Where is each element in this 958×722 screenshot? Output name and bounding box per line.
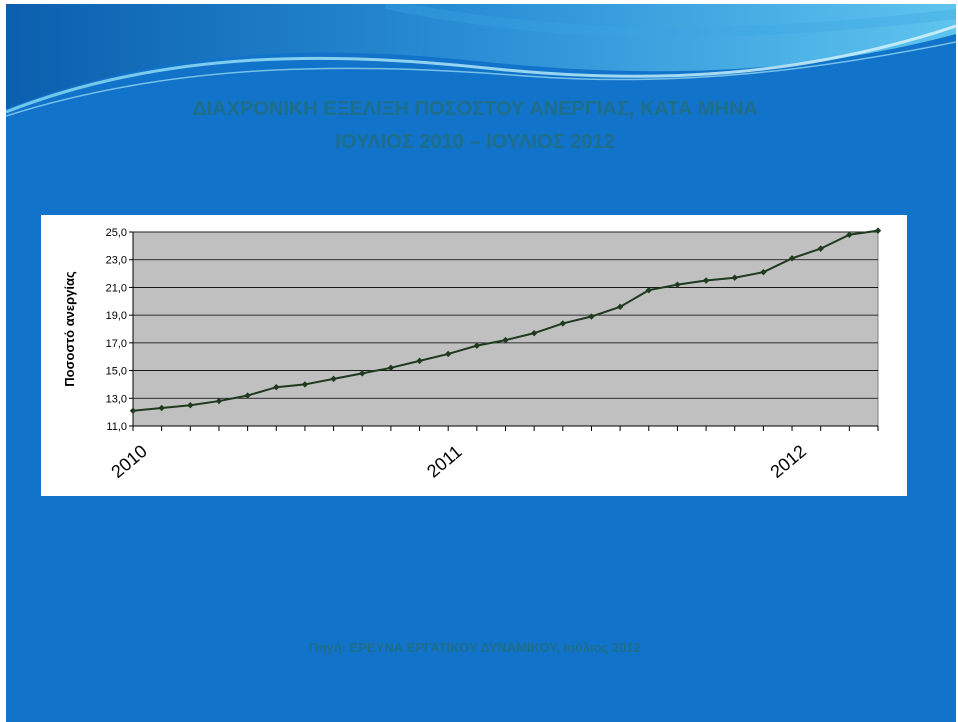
x-tick-label: 2010	[107, 441, 151, 482]
slide-title-line1: ΔΙΑΧΡΟΝΙΚΗ ΕΞΕΛΙΞΗ ΠΟΣΟΣΤΟΥ ΑΝΕΡΓΙΑΣ, ΚΑ…	[192, 98, 758, 120]
data-point	[760, 268, 767, 276]
x-tick-label: 2011	[423, 441, 466, 481]
y-tick-label: 25,0	[106, 227, 127, 239]
data-point	[788, 255, 796, 262]
data-point	[444, 350, 452, 358]
data-point	[731, 274, 738, 281]
y-tick-label: 21,0	[106, 282, 127, 294]
source-note: Πηγή: ΕΡΕΥΝΑ ΕΡΓΑΤΙΚΟΥ ΔΥΝΑΜΙΚΟΥ, Ιούλιο…	[309, 640, 641, 655]
line-chart: 11,0 13,0 15,0 17,0 19,0 21,0 23,0 25,0 2010 2011…	[62, 227, 882, 482]
data-point	[301, 381, 309, 388]
y-tick-label: 19,0	[106, 310, 127, 322]
data-point	[158, 404, 165, 412]
data-point	[846, 231, 853, 238]
data-point	[502, 336, 509, 344]
y-axis-title: Ποσοστό ανεργίας	[62, 271, 77, 387]
slide-title-line2: ΙΟΥΛΙΟΣ 2010 – ΙΟΥΛΙΟΣ 2012	[335, 131, 615, 153]
data-point	[817, 245, 824, 252]
data-point	[215, 397, 223, 405]
data-point	[129, 407, 137, 414]
data-point	[616, 303, 624, 311]
data-point	[674, 281, 681, 288]
y-tick-label: 17,0	[106, 338, 127, 350]
data-point	[187, 402, 194, 409]
wave-decoration	[6, 4, 956, 117]
data-point	[387, 364, 395, 371]
x-tick-label: 2012	[766, 441, 810, 482]
y-tick-label: 11,0	[106, 421, 127, 433]
data-point	[359, 370, 366, 377]
slide: ΔΙΑΧΡΟΝΙΚΗ ΕΞΕΛΙΞΗ ΠΟΣΟΣΤΟΥ ΑΝΕΡΓΙΑΣ, ΚΑ…	[6, 4, 956, 722]
data-point	[244, 392, 251, 399]
data-point	[273, 384, 280, 391]
y-tick-label: 23,0	[106, 255, 127, 267]
data-point	[559, 320, 567, 327]
data-point	[874, 227, 882, 234]
data-point	[588, 313, 595, 320]
data-point	[645, 287, 652, 294]
y-tick-label: 13,0	[106, 393, 127, 405]
data-point	[702, 277, 710, 284]
y-tick-label: 15,0	[106, 366, 127, 378]
chart-panel: 11,0 13,0 15,0 17,0 19,0 21,0 23,0 25,0 2010 2011…	[41, 215, 907, 496]
